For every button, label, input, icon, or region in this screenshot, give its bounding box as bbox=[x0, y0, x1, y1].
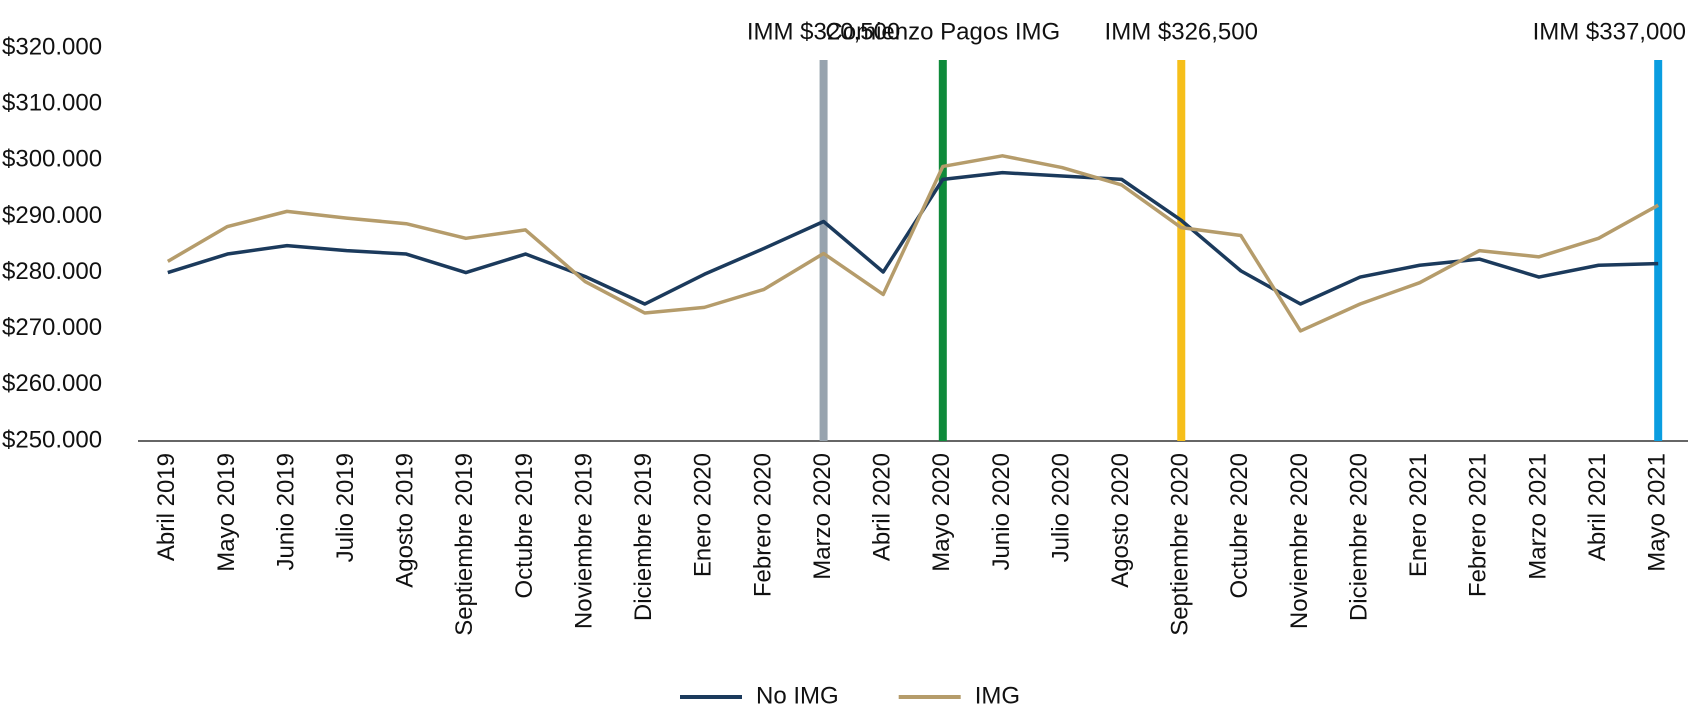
y-tick-label: $310.000 bbox=[2, 89, 102, 116]
y-tick-label: $300.000 bbox=[2, 146, 102, 173]
annotation-text: IMM $337,000 bbox=[1533, 18, 1686, 45]
x-tick-label: Octubre 2020 bbox=[1226, 453, 1253, 598]
legend-label: No IMG bbox=[756, 682, 839, 709]
x-tick-label: Agosto 2020 bbox=[1107, 453, 1134, 588]
x-tick-label: Diciembre 2019 bbox=[630, 453, 657, 621]
x-tick-label: Abril 2020 bbox=[869, 453, 896, 561]
x-tick-label: Noviembre 2020 bbox=[1286, 453, 1313, 629]
x-tick-label: Enero 2021 bbox=[1405, 453, 1432, 577]
series-line bbox=[167, 170, 1659, 306]
x-tick-label: Marzo 2020 bbox=[809, 453, 836, 580]
x-tick-label: Abril 2021 bbox=[1584, 453, 1611, 561]
x-tick-label: Junio 2019 bbox=[272, 453, 299, 570]
x-tick-label: Julio 2019 bbox=[332, 453, 359, 562]
annotation-text: Comienzo Pagos IMG bbox=[825, 18, 1060, 45]
x-tick-label: Septiembre 2019 bbox=[451, 453, 478, 636]
x-tick-label: Octubre 2019 bbox=[511, 453, 538, 598]
x-tick-label: Mayo 2020 bbox=[928, 453, 955, 572]
x-tick-label: Febrero 2021 bbox=[1465, 453, 1492, 597]
x-tick-label: Febrero 2020 bbox=[749, 453, 776, 597]
x-tick-label: Marzo 2021 bbox=[1524, 453, 1551, 580]
y-tick-label: $260.000 bbox=[2, 370, 102, 397]
x-tick-label: Mayo 2019 bbox=[213, 453, 240, 572]
x-tick-label: Julio 2020 bbox=[1047, 453, 1074, 562]
x-tick-label: Septiembre 2020 bbox=[1167, 453, 1194, 636]
x-tick-label: Diciembre 2020 bbox=[1345, 453, 1372, 621]
annotation-text: IMM $326,500 bbox=[1105, 18, 1258, 45]
y-tick-label: $280.000 bbox=[2, 258, 102, 285]
annotation-text: IMM $320,500 bbox=[747, 18, 900, 45]
x-tick-label: Noviembre 2019 bbox=[570, 453, 597, 629]
y-tick-label: $250.000 bbox=[2, 426, 102, 453]
y-tick-label: $320.000 bbox=[2, 33, 102, 60]
x-tick-label: Abril 2019 bbox=[153, 453, 180, 561]
x-tick-label: Junio 2020 bbox=[988, 453, 1015, 570]
series-line bbox=[166, 154, 1660, 333]
x-tick-label: Enero 2020 bbox=[690, 453, 717, 577]
legend-label: IMG bbox=[975, 682, 1020, 709]
y-tick-label: $290.000 bbox=[2, 202, 102, 229]
y-tick-label: $270.000 bbox=[2, 314, 102, 341]
x-tick-label: Mayo 2021 bbox=[1644, 453, 1671, 572]
x-tick-label: Agosto 2019 bbox=[392, 453, 419, 588]
